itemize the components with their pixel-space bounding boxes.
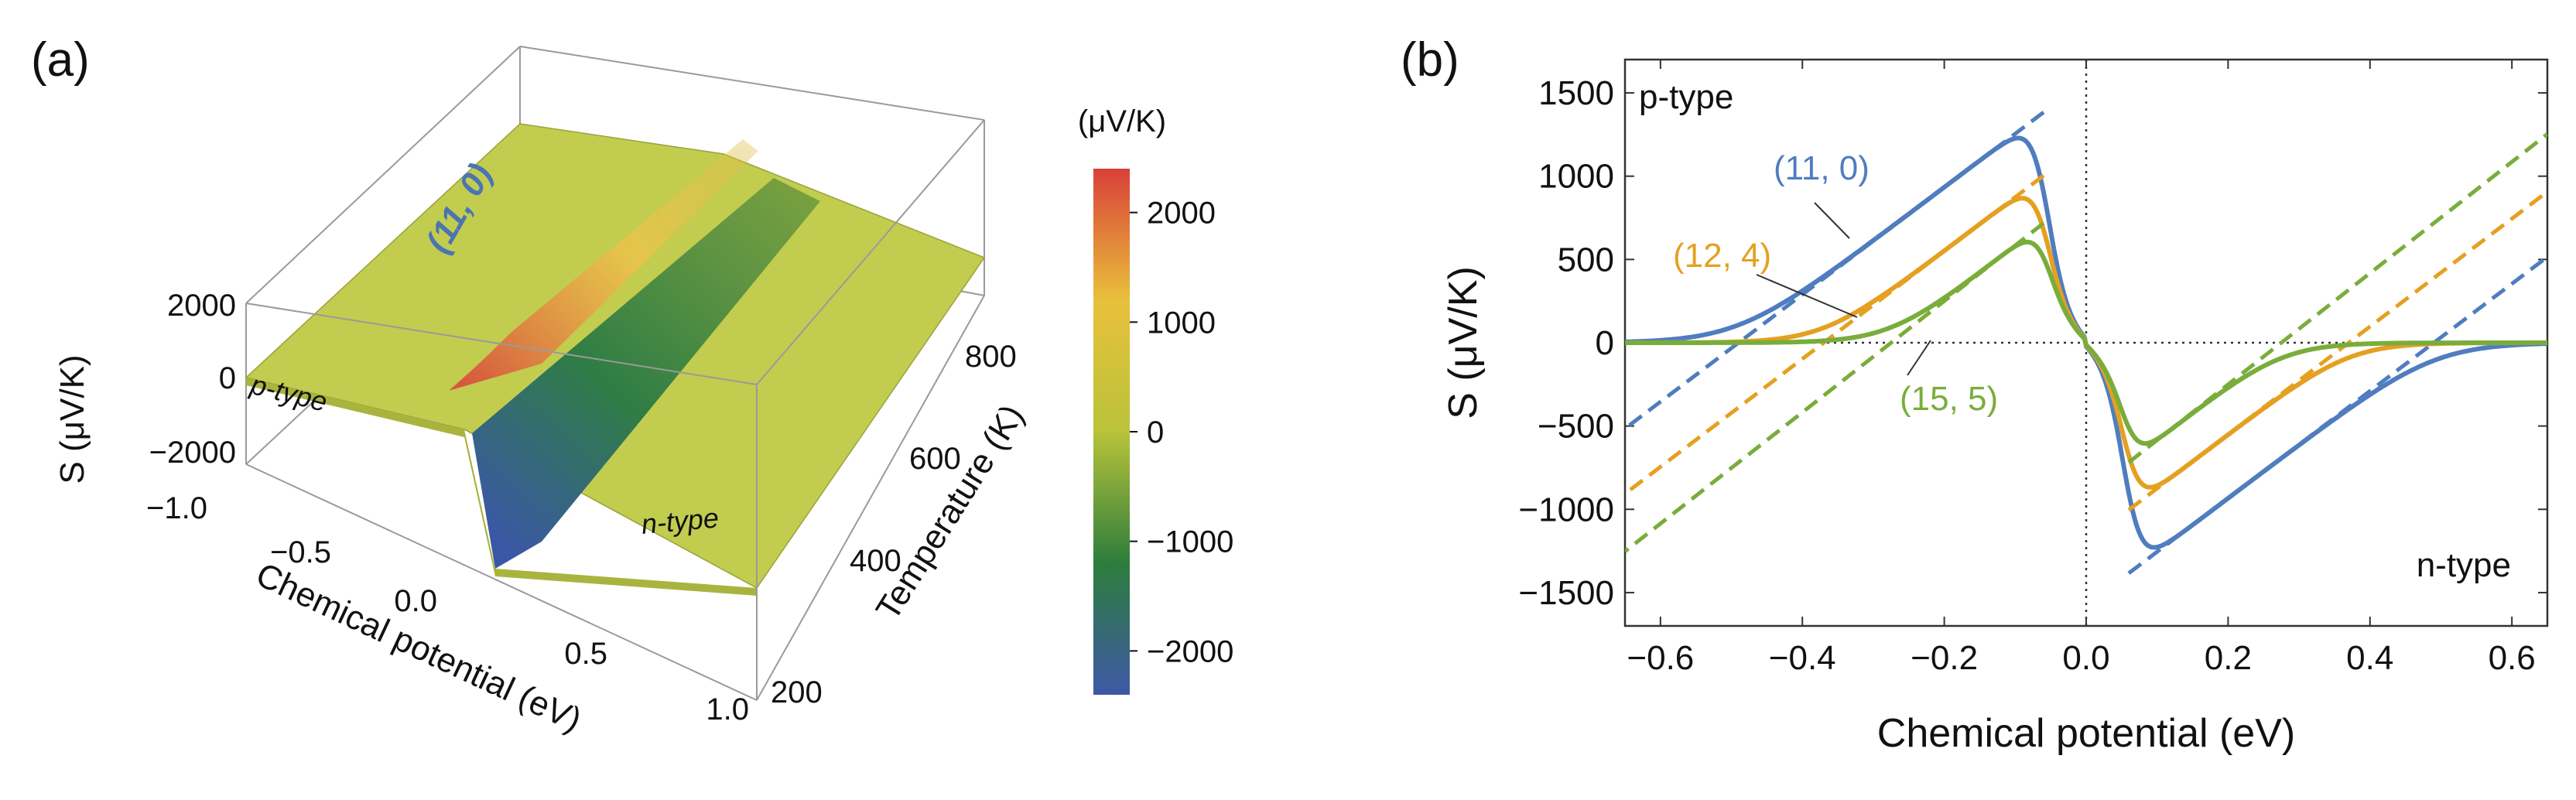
axes-b: −0.6 −0.4 −0.2 0.0 0.2 0.4 0.6 1500 1000 500 0 −500… xyxy=(1518,60,2547,677)
y-tick-label: 200 xyxy=(771,675,823,709)
colorbar-tick-label: 2000 xyxy=(1147,197,1216,231)
y-tick-label: 0 xyxy=(1596,324,1614,362)
series-group xyxy=(1625,111,2547,575)
panel-label-a: (a) xyxy=(31,33,90,87)
colorbar-ramp xyxy=(1093,169,1130,695)
x-tick-label: 0.0 xyxy=(2062,639,2109,677)
colorbar: (μV/K) 2000 1000 0 −1000 −2000 xyxy=(1078,104,1233,695)
x-tick-label: −1.0 xyxy=(146,491,207,525)
x-axis-label: Chemical potential (eV) xyxy=(251,556,587,740)
x-tick-label: −0.6 xyxy=(1627,639,1694,677)
y-tick-label: 1000 xyxy=(1538,158,1614,196)
x-tick-label: 1.0 xyxy=(706,692,749,726)
x-tick-label: 0.4 xyxy=(2346,639,2393,677)
label-leaders xyxy=(1756,202,1931,376)
panel-a-3d-plot: (11, 0) p-type n-type 2000 0 −2000 S (μV… xyxy=(53,46,1031,740)
y-tick-label: 500 xyxy=(1558,241,1614,279)
series-linear-approx xyxy=(1625,221,2045,553)
z-axis-label: S (μV/K) xyxy=(53,354,91,484)
box-edges-front xyxy=(245,119,985,701)
x-tick-label: −0.4 xyxy=(1769,639,1836,677)
x-tick-label: 0.5 xyxy=(564,637,607,671)
y-axis-label: Temperature (K) xyxy=(869,398,1031,627)
panel-b-line-plot: −0.6 −0.4 −0.2 0.0 0.2 0.4 0.6 1500 1000 500 0 −500… xyxy=(1441,58,2549,756)
series-line xyxy=(1625,239,2547,446)
colorbar-label: (μV/K) xyxy=(1078,104,1166,138)
y-tick-label: 400 xyxy=(850,544,901,578)
series-linear-approx xyxy=(2127,132,2547,464)
z-tick-label: 2000 xyxy=(167,289,236,323)
x-tick-label: 0.2 xyxy=(2205,639,2252,677)
y-tick-label: −500 xyxy=(1538,408,1614,446)
series-linear-approx xyxy=(2127,190,2547,512)
x-tick-label: −0.2 xyxy=(1911,639,1978,677)
series-label-12-4: (12, 4) xyxy=(1673,237,1771,275)
x-tick-label: −0.5 xyxy=(270,535,331,569)
y-tick-label: 800 xyxy=(965,340,1017,374)
colorbar-tick-label: 1000 xyxy=(1147,306,1216,340)
annotation-p-type-b: p-type xyxy=(1639,78,1733,116)
x-axis-title-b: Chemical potential (eV) xyxy=(1877,711,2295,756)
y-tick-label: −1000 xyxy=(1518,491,1614,528)
colorbar-tick-label: −2000 xyxy=(1147,634,1233,668)
y-tick-label: −1500 xyxy=(1518,574,1614,612)
y-tick-label: 600 xyxy=(909,442,961,476)
surface-ridge xyxy=(449,139,758,391)
series-label-15-5: (15, 5) xyxy=(1900,380,1998,418)
annotation-n-type-b: n-type xyxy=(2417,546,2511,584)
z-axis: 2000 0 −2000 S (μV/K) xyxy=(53,289,236,484)
z-tick-label: −2000 xyxy=(149,436,236,470)
colorbar-tick-label: 0 xyxy=(1147,415,1164,450)
series-linear-approx xyxy=(2127,255,2547,575)
panel-label-b: (b) xyxy=(1401,33,1459,87)
z-tick-label: 0 xyxy=(219,361,236,395)
annotation-n-type-a: n-type xyxy=(640,501,720,540)
colorbar-tick-label: −1000 xyxy=(1147,525,1233,559)
series-linear-approx xyxy=(1625,111,2045,430)
colorbar-ticks: 2000 1000 0 −1000 −2000 xyxy=(1130,197,1233,668)
x-tick-label: 0.6 xyxy=(2489,639,2536,677)
surface-valley xyxy=(472,178,820,569)
y-axis-title-b: S (μV/K) xyxy=(1441,266,1486,419)
series-label-11-0: (11, 0) xyxy=(1774,149,1870,187)
series-linear-approx xyxy=(1625,173,2045,496)
x-tick-label: 0.0 xyxy=(394,584,437,618)
y-tick-label: 1500 xyxy=(1538,74,1614,112)
